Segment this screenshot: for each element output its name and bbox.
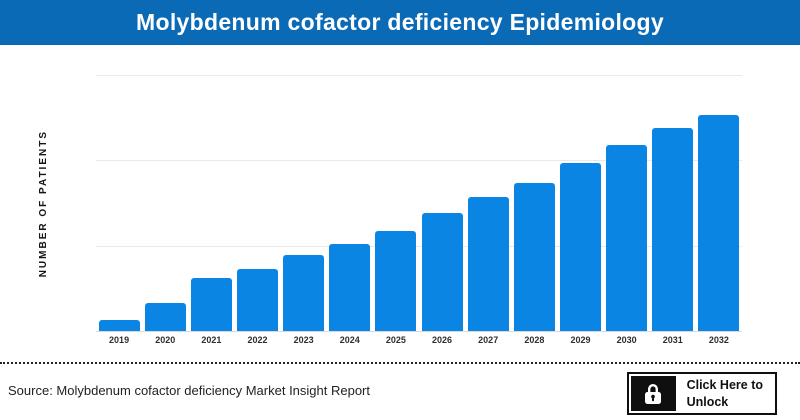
footer: Source: Molybdenum cofactor deficiency M…	[0, 362, 800, 420]
x-tick-label-2024: 2024	[339, 335, 360, 345]
bar-2024	[329, 243, 371, 331]
unlock-label-line1: Click Here to	[686, 378, 763, 393]
bar-slot: 2031	[650, 75, 696, 345]
bar-2026	[421, 213, 463, 331]
bar-2028	[513, 183, 555, 331]
bar-slot: 2019	[96, 75, 142, 345]
x-tick-label-2020: 2020	[155, 335, 176, 345]
bar-2021	[190, 278, 232, 331]
bar-slot: 2029	[557, 75, 603, 345]
unlock-button-label: Click Here to Unlock	[676, 376, 773, 411]
gridline	[96, 245, 742, 247]
bar-slot: 2026	[419, 75, 465, 345]
bar-slot: 2025	[373, 75, 419, 345]
x-tick-label-2029: 2029	[570, 335, 591, 345]
bar-2020	[144, 302, 186, 331]
x-tick-label-2026: 2026	[432, 335, 453, 345]
unlock-button[interactable]: Click Here to Unlock	[626, 372, 777, 415]
bar-2023	[283, 254, 325, 331]
bar-slot: 2027	[465, 75, 511, 345]
bar-slot: 2032	[696, 75, 742, 345]
bar-2019	[98, 319, 140, 331]
source-text: Source: Molybdenum cofactor deficiency M…	[8, 383, 371, 398]
x-tick-label-2027: 2027	[478, 335, 499, 345]
unlock-label-line2: Unlock	[686, 394, 729, 409]
y-axis-title: NUMBER OF PATIENTS	[30, 75, 56, 332]
bar-slot: 2022	[234, 75, 280, 345]
bar-2031	[652, 127, 694, 331]
bar-slot: 2028	[511, 75, 557, 345]
page-title: Molybdenum cofactor deficiency Epidemiol…	[136, 9, 664, 35]
x-tick-label-2019: 2019	[109, 335, 130, 345]
x-tick-label-2031: 2031	[662, 335, 683, 345]
x-tick-label-2023: 2023	[293, 335, 314, 345]
bar-2032	[698, 115, 740, 331]
bar-slot: 2023	[281, 75, 327, 345]
title-bar: Molybdenum cofactor deficiency Epidemiol…	[0, 0, 800, 45]
plot-area: 2019 2020 2021 2022 2023 2024 2025 2026 2027 2028…	[96, 75, 742, 345]
bar-2025	[375, 231, 417, 331]
bar-2027	[467, 197, 509, 331]
x-tick-label-2032: 2032	[708, 335, 729, 345]
bar-slot: 2024	[327, 75, 373, 345]
bar-slot: 2020	[142, 75, 188, 345]
bars-container: 2019 2020 2021 2022 2023 2024 2025 2026 2027 2028…	[96, 75, 742, 345]
epidemiology-bar-chart: NUMBER OF PATIENTS 2019 2020 2021 2022 2023 2…	[0, 45, 800, 362]
gridline	[96, 160, 742, 162]
bar-slot: 2030	[604, 75, 650, 345]
lock-icon	[630, 376, 676, 411]
bar-2030	[606, 145, 648, 331]
x-tick-label-2028: 2028	[524, 335, 545, 345]
x-tick-label-2025: 2025	[385, 335, 406, 345]
y-axis-title-text: NUMBER OF PATIENTS	[37, 129, 49, 278]
bar-slot: 2021	[188, 75, 234, 345]
bar-2029	[559, 162, 601, 331]
gridline	[96, 75, 742, 76]
x-tick-label-2030: 2030	[616, 335, 637, 345]
bar-2022	[236, 269, 278, 331]
x-tick-label-2021: 2021	[201, 335, 222, 345]
x-tick-label-2022: 2022	[247, 335, 268, 345]
